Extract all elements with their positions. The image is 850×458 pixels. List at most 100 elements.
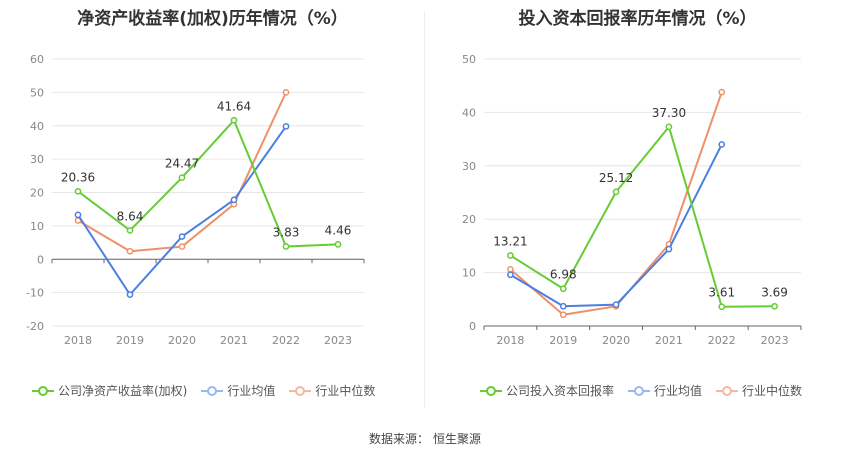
data-label: 8.64 [117,209,144,223]
legend-line-icon [480,385,502,397]
data-point [718,303,726,311]
legend-item-industry-avg[interactable]: 行业均值 [201,382,275,399]
chart-title-roic: 投入资本回报率历年情况（%） [518,9,757,29]
data-point [507,271,514,279]
x-tick-label: 2021 [220,334,248,347]
data-point [282,123,290,130]
data-label: 3.61 [708,286,735,300]
data-point [559,302,567,310]
series-line [509,125,775,308]
roe-chart: -20 -10 0 10 20 30 40 50 60 2018 2019 2020 2021 2022 2… [26,53,365,347]
data-point [126,227,134,234]
data-label: 13.21 [493,234,527,248]
data-point [771,302,778,310]
data-point [282,89,290,96]
data-point [665,123,673,131]
legend-item-company[interactable]: 公司投入资本回报率 [480,382,614,399]
data-point [718,88,726,96]
data-label: 4.46 [325,223,352,237]
data-point [230,116,238,124]
y-tick-label: 20 [30,187,44,200]
legend-item-industry-median[interactable]: 行业中位数 [289,382,375,399]
legend-label: 公司净资产收益率(加权) [58,384,188,398]
y-tick-label: 10 [30,220,44,233]
data-point [178,174,186,181]
data-source: 数据来源： 恒生聚源 [0,430,850,447]
data-label: 41.64 [217,99,251,113]
data-label: 20.36 [61,170,95,184]
data-point [230,196,238,204]
data-point [178,243,186,250]
y-tick-label: 40 [30,120,44,133]
data-point [334,241,342,248]
data-label: 6.98 [550,268,577,282]
chart-title-roe: 净资产收益率(加权)历年情况（%） [77,9,348,29]
data-label: 37.30 [652,106,686,120]
series-line [77,125,287,296]
data-point [612,301,620,308]
data-point [178,233,186,240]
series-line [77,119,339,248]
series-line [509,143,723,308]
legend-label: 行业均值 [227,384,276,398]
y-tick-label: -20 [26,320,44,333]
y-tick-label: 0 [469,320,476,333]
x-tick-label: 2018 [496,334,524,347]
x-tick-label: 2023 [761,334,789,347]
source-label: 数据来源： [368,432,429,446]
x-tick-label: 2021 [655,334,683,347]
legend-item-industry-avg[interactable]: 行业均值 [628,382,702,399]
y-tick-label: 10 [462,267,476,280]
data-point [507,266,514,273]
y-tick-label: 50 [462,53,476,66]
roe-legend: 公司净资产收益率(加权) 行业均值 行业中位数 [32,382,389,399]
series-line [509,91,723,316]
y-tick-label: 30 [462,160,476,173]
legend-label: 行业中位数 [315,384,376,398]
data-point [74,211,82,219]
source-value: 恒生聚源 [433,432,482,446]
data-label: 24.47 [165,157,199,171]
data-point [559,285,567,293]
data-label: 3.83 [273,225,300,239]
legend-item-company[interactable]: 公司净资产收益率(加权) [32,382,187,399]
x-tick-label: 2018 [64,334,92,347]
data-point [507,252,514,259]
panel-divider [424,12,425,407]
data-point [126,291,134,298]
data-point [74,187,82,195]
x-tick-label: 2019 [549,334,577,347]
data-point [718,141,726,148]
legend-line-icon [289,385,312,397]
y-tick-label: 50 [30,86,44,99]
x-tick-label: 2022 [708,334,736,347]
x-tick-label: 2020 [168,334,196,347]
x-tick-label: 2019 [116,334,144,347]
legend-item-industry-median[interactable]: 行业中位数 [716,382,802,399]
legend-label: 行业中位数 [742,384,803,398]
y-tick-label: 20 [462,213,476,226]
roic-chart: 0 10 20 30 40 50 2018 2019 2020 2021 2022 2023 13.21… [462,53,802,347]
x-tick-label: 2020 [602,334,630,347]
x-tick-label: 2022 [272,334,300,347]
data-point [282,243,290,250]
data-label: 3.69 [761,285,788,299]
data-label: 25.12 [599,171,633,185]
roic-legend: 公司投入资本回报率 行业均值 行业中位数 [480,382,816,399]
data-point [612,188,620,196]
legend-line-icon [628,385,651,397]
data-point [665,245,673,253]
y-tick-label: -10 [26,287,44,300]
legend-line-icon [716,385,739,397]
data-point [126,247,134,255]
y-tick-label: 0 [37,253,44,266]
legend-line-icon [201,385,224,397]
data-point [559,311,567,319]
legend-line-icon [32,385,54,397]
legend-label: 公司投入资本回报率 [506,384,615,398]
legend-label: 行业均值 [654,384,703,398]
y-tick-label: 60 [30,53,44,66]
y-tick-label: 30 [30,153,44,166]
x-tick-label: 2023 [324,334,352,347]
y-tick-label: 40 [462,106,476,119]
